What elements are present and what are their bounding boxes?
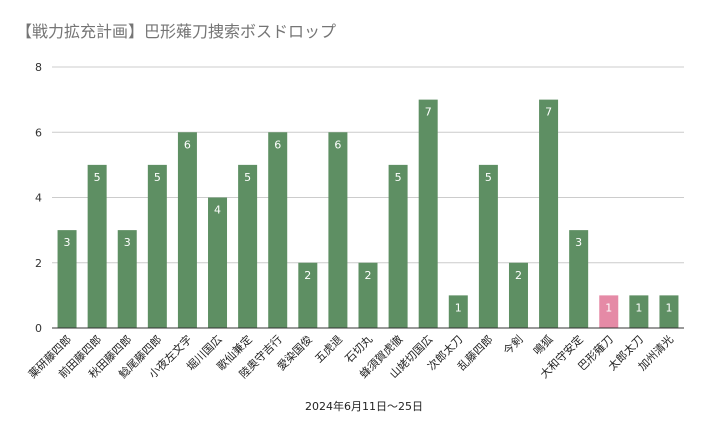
y-tick-label: 0 bbox=[35, 322, 42, 335]
chart-title: 【戦力拡充計画】巴形薙刀捜索ボスドロップ bbox=[16, 22, 337, 41]
bar-今剣 bbox=[508, 262, 528, 328]
bar-愛染国俊 bbox=[298, 262, 318, 328]
data-label: 5 bbox=[485, 171, 492, 184]
bar-鳴狐 bbox=[539, 99, 559, 328]
bar-薬研藤四郎 bbox=[57, 230, 77, 328]
gridlines bbox=[52, 66, 684, 264]
bar-次郎太刀 bbox=[448, 295, 468, 328]
y-tick-label: 2 bbox=[35, 257, 42, 270]
bars bbox=[57, 99, 679, 328]
bar-鯰尾藤四郎 bbox=[147, 164, 167, 328]
data-label: 6 bbox=[184, 138, 191, 151]
bar-陸奥守吉行 bbox=[268, 132, 288, 328]
data-label: 3 bbox=[64, 236, 71, 249]
bar-大和守安定 bbox=[569, 230, 589, 328]
bar-山姥切国広 bbox=[418, 99, 438, 328]
bar-太郎太刀 bbox=[629, 295, 649, 328]
data-label: 2 bbox=[304, 269, 311, 282]
bar-前田藤四郎 bbox=[87, 164, 107, 328]
data-label: 2 bbox=[515, 269, 522, 282]
x-tick-label: 今剣 bbox=[500, 332, 525, 357]
y-tick-label: 6 bbox=[35, 126, 42, 139]
bar-蜂須賀虎徹 bbox=[388, 164, 408, 328]
data-label: 3 bbox=[575, 236, 582, 249]
bar-秋田藤四郎 bbox=[117, 230, 137, 328]
bar-五虎退 bbox=[328, 132, 348, 328]
data-label: 1 bbox=[455, 301, 462, 314]
data-label: 5 bbox=[244, 171, 251, 184]
data-label: 5 bbox=[154, 171, 161, 184]
bar-堀川国広 bbox=[208, 197, 228, 328]
data-label: 7 bbox=[545, 106, 552, 119]
x-tick-label: 鳴狐 bbox=[530, 332, 555, 357]
data-labels: 3 5 3 5 6 4 5 6 2 6 2 5 7 1 5 2 7 3 1 1 1 bbox=[64, 106, 673, 315]
y-tick-label: 8 bbox=[35, 61, 42, 74]
data-label: 1 bbox=[665, 301, 672, 314]
data-label: 5 bbox=[94, 171, 101, 184]
data-label: 7 bbox=[425, 106, 432, 119]
data-label: 5 bbox=[395, 171, 402, 184]
x-axis-categories: 薬研藤四郎前田藤四郎秋田藤四郎鯰尾藤四郎小夜左文字堀川国広歌仙兼定陸奥守吉行愛染… bbox=[25, 332, 676, 381]
data-label: 2 bbox=[365, 269, 372, 282]
bar-巴形薙刀 bbox=[599, 295, 619, 328]
bar-加州清光 bbox=[659, 295, 679, 328]
x-axis-label: 2024年6月11日～25日 bbox=[305, 399, 423, 413]
data-label: 1 bbox=[605, 301, 612, 314]
x-tick-label: 五虎退 bbox=[312, 333, 345, 366]
data-label: 6 bbox=[334, 138, 341, 151]
bar-歌仙兼定 bbox=[238, 164, 258, 328]
y-axis-ticks: 0 2 4 6 8 bbox=[35, 61, 42, 335]
data-label: 3 bbox=[124, 236, 131, 249]
data-label: 4 bbox=[214, 204, 221, 217]
bar-乱藤四郎 bbox=[478, 164, 498, 328]
y-tick-label: 4 bbox=[35, 192, 42, 205]
bar-石切丸 bbox=[358, 262, 378, 328]
data-label: 6 bbox=[274, 138, 281, 151]
data-label: 1 bbox=[635, 301, 642, 314]
bar-小夜左文字 bbox=[177, 132, 197, 328]
